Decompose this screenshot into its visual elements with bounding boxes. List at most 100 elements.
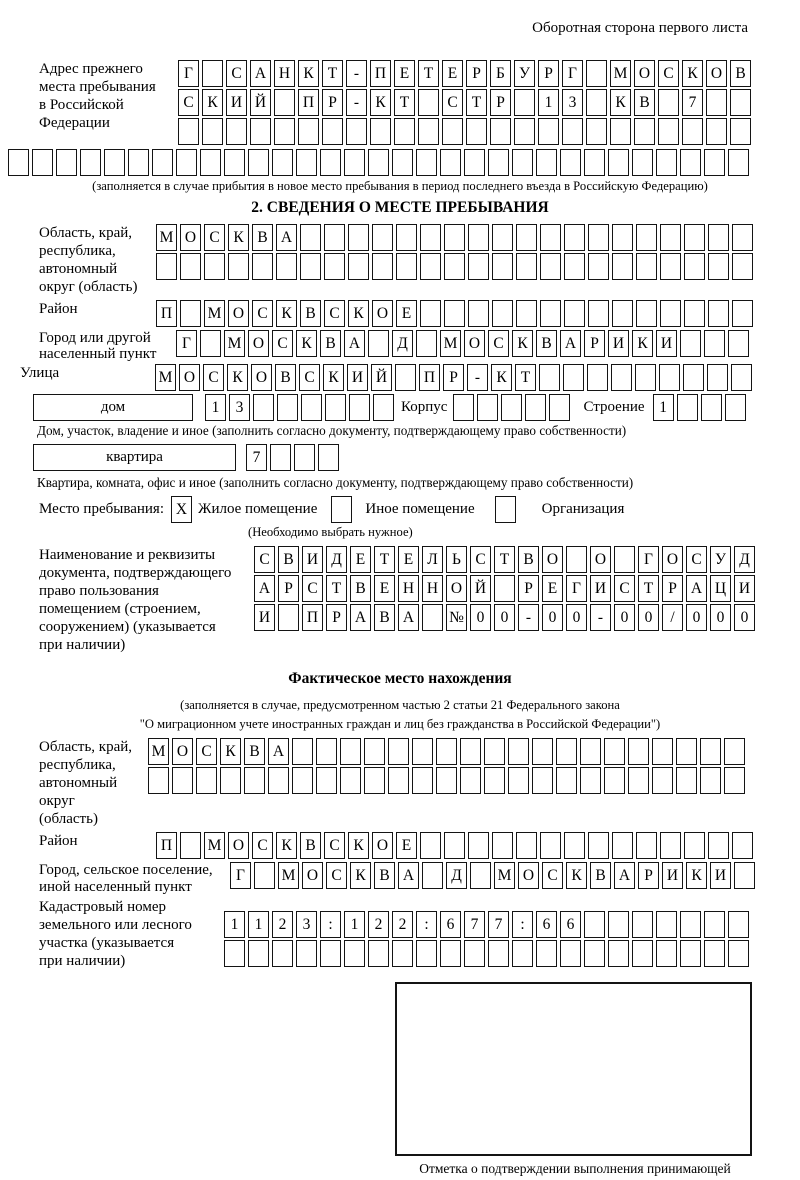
char-box[interactable]: Т [494,546,515,573]
char-box[interactable]: Р [322,89,343,116]
char-box[interactable] [172,767,193,794]
char-box[interactable] [322,118,343,145]
char-box[interactable]: 0 [734,604,755,631]
char-box[interactable] [501,394,523,421]
char-box[interactable] [244,767,265,794]
char-box[interactable] [200,330,221,357]
char-box[interactable]: С [614,575,635,602]
char-box[interactable]: К [370,89,391,116]
char-box[interactable]: Л [422,546,443,573]
char-box[interactable] [32,149,53,176]
char-box[interactable] [148,767,169,794]
char-box[interactable]: А [398,604,419,631]
char-box[interactable]: Р [278,575,299,602]
char-box[interactable] [632,940,653,967]
char-box[interactable] [564,832,585,859]
char-box[interactable] [316,767,337,794]
char-box[interactable]: 2 [272,911,293,938]
char-box[interactable] [636,224,657,251]
char-box[interactable] [80,149,101,176]
char-box[interactable] [676,394,698,421]
char-box[interactable] [708,832,729,859]
char-box[interactable] [344,940,365,967]
apartment-field[interactable]: квартира [33,444,236,471]
char-box[interactable] [588,832,609,859]
char-box[interactable]: X [171,496,192,523]
char-box[interactable]: М [440,330,461,357]
char-box[interactable]: О [518,862,539,889]
char-box[interactable] [176,149,197,176]
char-box[interactable]: 0 [638,604,659,631]
char-box[interactable]: И [302,546,323,573]
char-box[interactable]: 0 [566,604,587,631]
char-box[interactable] [274,118,295,145]
char-box[interactable] [178,118,199,145]
char-box[interactable]: И [347,364,368,391]
char-box[interactable] [325,394,346,421]
char-box[interactable] [708,253,729,280]
char-box[interactable] [296,940,317,967]
char-box[interactable]: 1 [344,911,365,938]
char-box[interactable] [584,911,605,938]
char-box[interactable]: О [372,300,393,327]
char-box[interactable]: Й [371,364,392,391]
char-box[interactable]: К [512,330,533,357]
char-box[interactable]: С [178,89,199,116]
char-box[interactable] [724,394,746,421]
char-box[interactable] [224,149,245,176]
char-box[interactable]: Ь [446,546,467,573]
char-box[interactable]: К [296,330,317,357]
char-box[interactable]: О [372,832,393,859]
char-box[interactable]: Т [394,89,415,116]
char-box[interactable]: Т [374,546,395,573]
char-box[interactable] [532,767,553,794]
char-box[interactable] [514,89,535,116]
char-box[interactable] [392,940,413,967]
char-box[interactable] [488,149,509,176]
char-box[interactable]: В [244,738,265,765]
char-box[interactable]: С [686,546,707,573]
char-box[interactable]: С [196,738,217,765]
char-box[interactable] [730,89,751,116]
char-box[interactable]: М [155,364,176,391]
char-box[interactable]: В [275,364,296,391]
char-box[interactable] [320,149,341,176]
char-box[interactable] [680,149,701,176]
char-box[interactable] [560,940,581,967]
char-box[interactable]: Т [322,60,343,87]
char-box[interactable] [539,364,560,391]
char-box[interactable] [468,832,489,859]
char-box[interactable]: В [300,300,321,327]
char-box[interactable] [444,300,465,327]
char-box[interactable] [468,300,489,327]
char-box[interactable]: К [350,862,371,889]
char-box[interactable]: И [226,89,247,116]
char-box[interactable] [412,738,433,765]
char-box[interactable] [300,224,321,251]
char-box[interactable]: 7 [464,911,485,938]
char-box[interactable]: В [590,862,611,889]
char-box[interactable] [440,149,461,176]
char-box[interactable]: Р [662,575,683,602]
char-box[interactable]: А [268,738,289,765]
char-box[interactable]: 7 [488,911,509,938]
char-box[interactable] [196,767,217,794]
char-box[interactable]: П [419,364,440,391]
char-box[interactable]: К [323,364,344,391]
char-box[interactable]: С [542,862,563,889]
char-box[interactable] [525,394,547,421]
char-box[interactable] [200,149,221,176]
char-box[interactable]: - [590,604,611,631]
char-box[interactable] [588,224,609,251]
char-box[interactable] [634,118,655,145]
char-box[interactable]: Е [374,575,395,602]
char-box[interactable] [346,118,367,145]
char-box[interactable] [316,738,337,765]
char-box[interactable] [728,940,749,967]
char-box[interactable] [556,738,577,765]
char-box[interactable]: С [658,60,679,87]
char-box[interactable] [470,862,491,889]
char-box[interactable] [560,149,581,176]
char-box[interactable]: О [590,546,611,573]
char-box[interactable]: О [179,364,200,391]
